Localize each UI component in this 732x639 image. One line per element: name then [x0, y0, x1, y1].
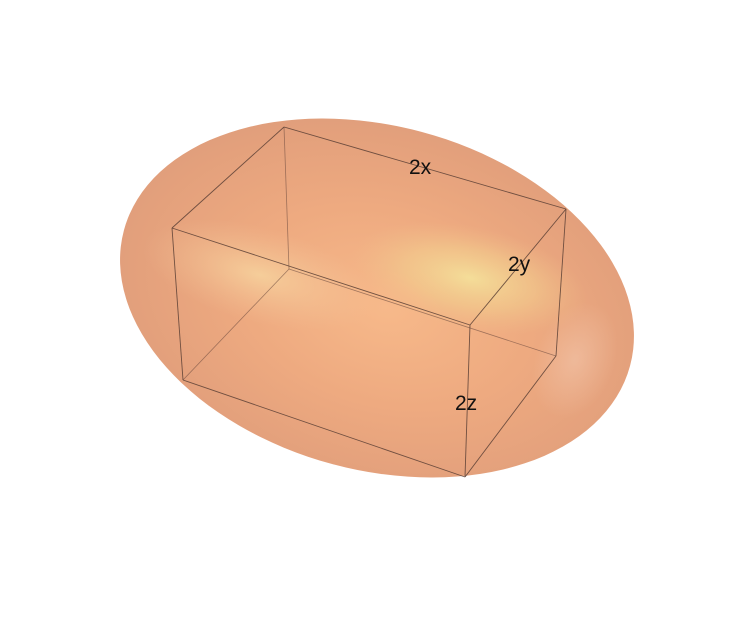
ellipsoid-rim-glow	[532, 301, 618, 419]
label-2y: 2y	[508, 253, 531, 276]
ellipsoid-highlight-left	[143, 219, 377, 331]
box-hidden-edges	[182, 126, 557, 381]
ellipsoid-highlight	[352, 221, 588, 335]
label-2x: 2x	[409, 156, 432, 179]
rectangular-box	[171, 126, 567, 478]
label-2z: 2z	[455, 392, 477, 415]
